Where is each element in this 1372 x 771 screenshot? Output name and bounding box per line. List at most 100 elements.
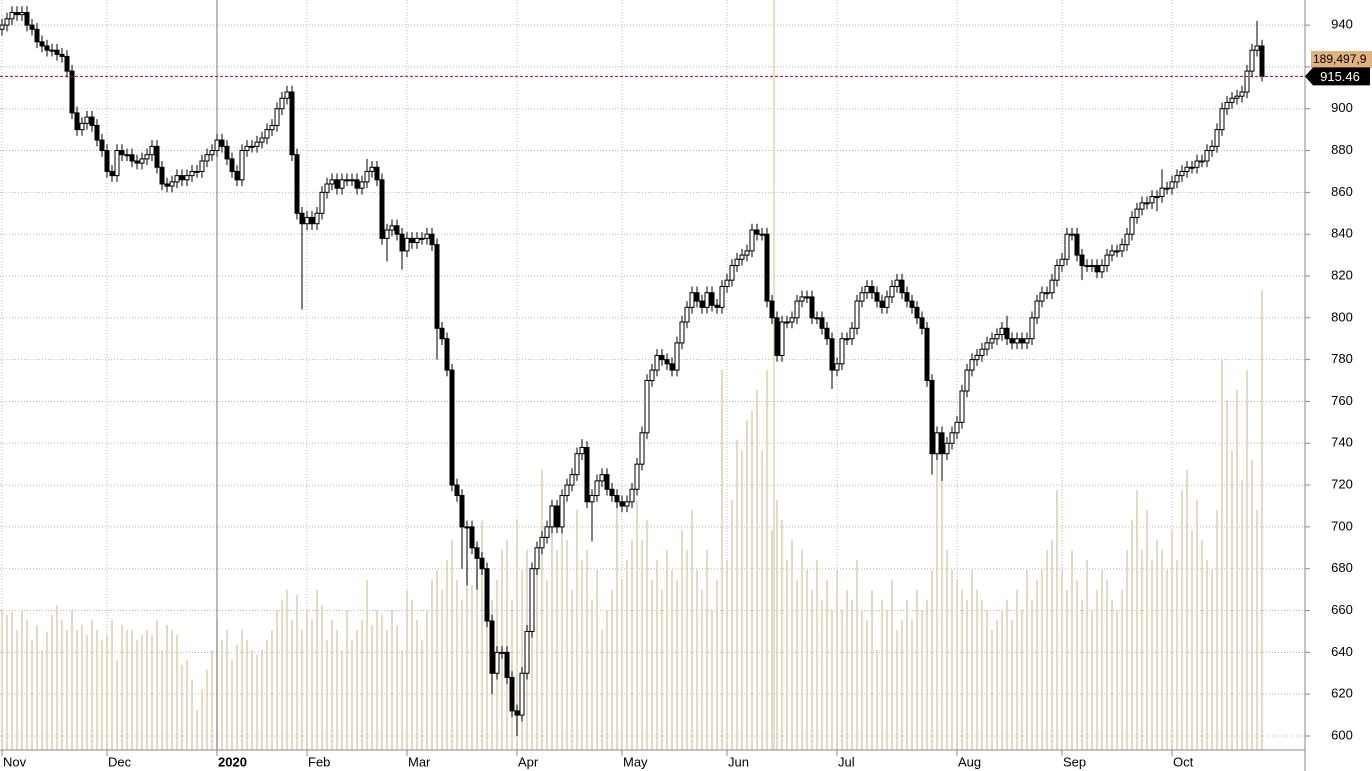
candle-body — [469, 526, 475, 549]
candle-body — [859, 292, 865, 302]
candle-body — [969, 359, 975, 371]
candle-body — [754, 229, 760, 235]
candle-body — [119, 150, 125, 156]
candle-body — [334, 179, 340, 189]
candle-body — [14, 12, 20, 16]
candle-body — [329, 179, 335, 185]
candle-body — [464, 526, 470, 529]
candle-body — [644, 380, 650, 434]
y-tick-label: 780 — [1331, 351, 1353, 366]
candle-body — [989, 338, 995, 344]
candle-body — [84, 116, 90, 124]
candle-body — [1054, 265, 1060, 281]
x-tick-label: Dec — [108, 754, 132, 769]
candle-body — [49, 49, 55, 52]
candle-body — [529, 568, 535, 632]
candle-body — [744, 250, 750, 256]
candle-body — [1249, 49, 1255, 72]
candle-body — [519, 672, 525, 716]
candle-body — [1034, 300, 1040, 319]
candle-body — [1229, 97, 1235, 103]
candle-body — [1244, 70, 1250, 93]
candle-body — [444, 338, 450, 371]
y-tick-label: 900 — [1331, 100, 1353, 115]
candle-body — [29, 24, 35, 30]
candle-body — [1149, 196, 1155, 204]
y-tick-label: 840 — [1331, 226, 1353, 241]
candle-body — [574, 453, 580, 476]
candle-body — [24, 12, 30, 26]
candle-body — [1099, 265, 1105, 273]
candle-body — [439, 327, 445, 340]
candle-body — [509, 676, 515, 712]
candle-body — [1084, 265, 1090, 268]
candle-body — [1139, 202, 1145, 210]
candle-body — [234, 170, 240, 181]
candle-body — [834, 363, 840, 371]
candle-body — [784, 321, 790, 324]
candle-body — [4, 18, 10, 26]
candle-body — [414, 237, 420, 244]
candle-body — [9, 12, 15, 20]
candle-body — [659, 354, 665, 361]
candle-body — [854, 300, 860, 329]
candle-body — [484, 568, 490, 622]
volume-tag: 189,497,9 — [1313, 52, 1367, 66]
candle-body — [179, 175, 185, 181]
y-tick-label: 940 — [1331, 17, 1353, 32]
candle-body — [309, 216, 315, 225]
candle-body — [1199, 160, 1205, 163]
candle-body — [1039, 292, 1045, 302]
candle-body — [349, 179, 355, 182]
candle-body — [704, 292, 710, 308]
candle-body — [634, 463, 640, 490]
candle-body — [724, 279, 730, 287]
candle-body — [539, 536, 545, 549]
candle-body — [544, 526, 550, 538]
x-tick-label: Jul — [838, 754, 855, 769]
x-tick-label: Feb — [308, 754, 330, 769]
candle-body — [1209, 145, 1215, 152]
candle-body — [1124, 233, 1130, 246]
candle-body — [714, 304, 720, 308]
candle-body — [39, 41, 45, 47]
candle-body — [239, 150, 245, 181]
candle-body — [494, 651, 500, 674]
candle-body — [1069, 233, 1075, 236]
y-tick-label: 640 — [1331, 644, 1353, 659]
candle-body — [214, 139, 220, 152]
candle-body — [899, 279, 905, 294]
candle-body — [449, 369, 455, 486]
candle-body — [984, 342, 990, 350]
candle-body — [224, 145, 230, 160]
candle-body — [139, 158, 145, 164]
candle-body — [589, 495, 595, 503]
candle-body — [59, 53, 65, 57]
candle-body — [299, 212, 305, 225]
candle-body — [1114, 250, 1120, 253]
candle-body — [1079, 254, 1085, 267]
candle-body — [1144, 202, 1150, 205]
candle-body — [1194, 160, 1200, 168]
candle-body — [979, 348, 985, 356]
candle-body — [99, 139, 105, 152]
candle-body — [384, 229, 390, 239]
candle-body — [1189, 166, 1195, 169]
candle-body — [569, 474, 575, 486]
candle-body — [944, 442, 950, 455]
candle-body — [964, 369, 970, 392]
y-tick-label: 620 — [1331, 686, 1353, 701]
candle-body — [629, 488, 635, 503]
candle-body — [849, 327, 855, 340]
candle-body — [274, 108, 280, 126]
y-tick-label: 720 — [1331, 477, 1353, 492]
candle-body — [994, 334, 1000, 340]
x-tick-label: Oct — [1173, 754, 1194, 769]
candle-body — [1179, 170, 1185, 177]
x-tick-label: 2020 — [218, 754, 247, 769]
candle-body — [584, 446, 590, 503]
candle-body — [554, 505, 560, 528]
candle-body — [289, 91, 295, 156]
candle-body — [194, 170, 200, 173]
candle-body — [789, 317, 795, 323]
